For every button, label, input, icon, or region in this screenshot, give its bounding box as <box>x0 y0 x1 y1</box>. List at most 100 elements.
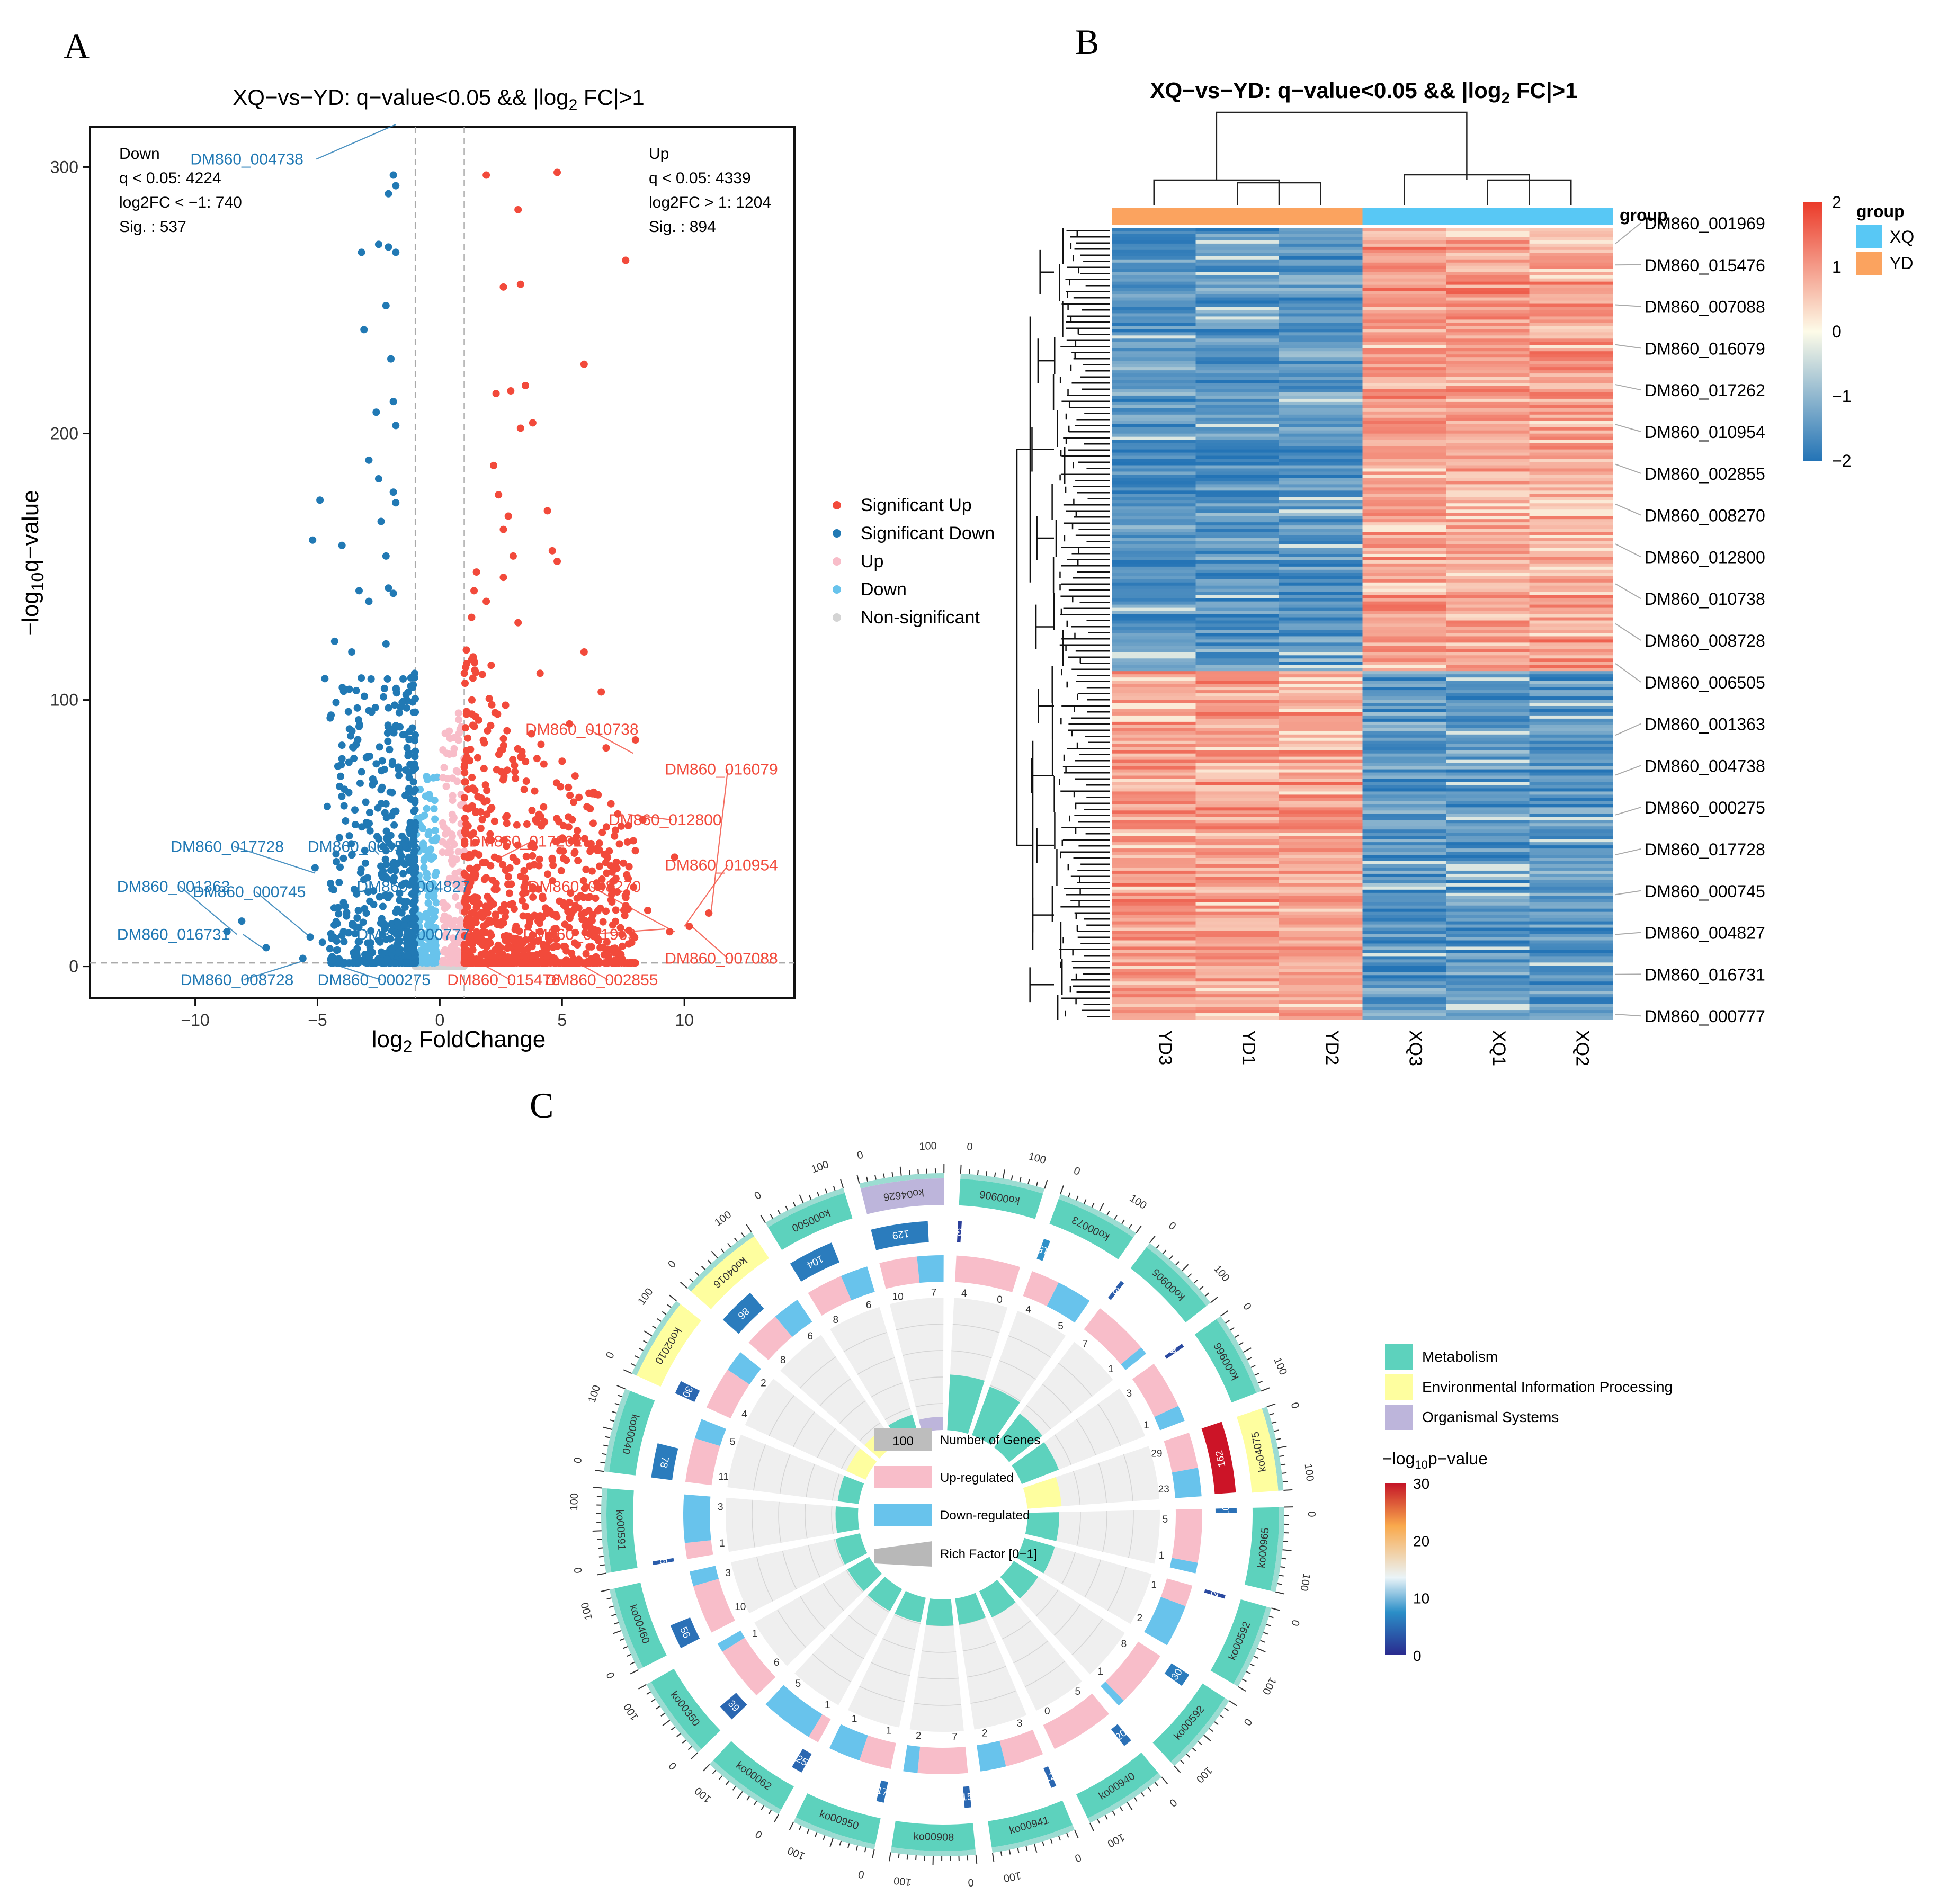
heat-cell <box>1195 367 1280 371</box>
volcano-gene-label: DM860_017262 <box>469 833 583 850</box>
down-point <box>424 831 432 839</box>
heat-cell <box>1362 712 1446 716</box>
heat-cell <box>1279 319 1363 323</box>
heat-cell <box>1529 405 1613 409</box>
heat-cell <box>1195 826 1280 830</box>
heat-cell <box>1279 883 1363 887</box>
heat-cell <box>1362 253 1446 257</box>
heat-cell <box>1446 937 1530 941</box>
heat-cell <box>1529 788 1613 792</box>
heat-cell <box>1446 611 1530 615</box>
heat-cell <box>1446 253 1530 257</box>
sig-up-point <box>515 927 523 935</box>
heat-cell <box>1279 550 1363 555</box>
sig-up-point <box>571 772 579 780</box>
sig-up-point <box>480 739 488 747</box>
heat-cell <box>1112 997 1196 1001</box>
heat-cell <box>1112 700 1196 703</box>
heat-cell <box>1362 329 1446 333</box>
heat-cell <box>1112 357 1196 361</box>
heat-cell <box>1195 671 1280 675</box>
heat-cell <box>1529 228 1613 231</box>
sig-up-point <box>552 935 560 943</box>
heat-cell <box>1112 870 1196 874</box>
heat-cell <box>1279 506 1363 510</box>
heat-cell <box>1446 1016 1530 1020</box>
heat-cell <box>1195 573 1280 577</box>
heat-cell <box>1112 377 1196 380</box>
heat-cell <box>1195 731 1280 735</box>
down-point <box>421 845 429 853</box>
down-count-label: 0 <box>997 1294 1003 1306</box>
heat-cell <box>1446 934 1530 938</box>
up-point <box>442 782 450 790</box>
heat-cell <box>1446 452 1530 457</box>
sig-up-point <box>499 574 507 582</box>
heat-cell <box>1529 414 1613 418</box>
scale-label: 0 <box>968 1876 975 1889</box>
heat-cell <box>1362 566 1446 570</box>
up-count-label: 1 <box>886 1725 892 1736</box>
sig-down-point <box>410 669 418 677</box>
heat-cell <box>1529 623 1613 628</box>
heat-cell <box>1362 1000 1446 1004</box>
heat-cell <box>1362 243 1446 247</box>
heat-cell <box>1362 740 1446 745</box>
heat-cell <box>1446 288 1530 292</box>
heat-cell <box>1446 294 1530 298</box>
heat-cell <box>1529 959 1613 963</box>
heat-cell <box>1362 994 1446 998</box>
heat-cell <box>1112 991 1196 995</box>
heat-cell <box>1362 538 1446 542</box>
sig-up-point <box>525 918 533 926</box>
heat-cell <box>1112 249 1196 254</box>
heat-cell <box>1529 693 1613 697</box>
legend-label: Non-significant <box>861 607 980 628</box>
down-point <box>423 773 431 781</box>
center-legend-label: Up-regulated <box>940 1471 1014 1485</box>
heat-cell <box>1279 715 1363 719</box>
heat-cell <box>1279 348 1363 352</box>
heat-cell <box>1362 582 1446 586</box>
sig-up-point <box>644 906 651 914</box>
sig-up-point <box>495 491 503 499</box>
heatmap-gene-label: DM860_006505 <box>1645 673 1765 692</box>
heat-cell <box>1362 573 1446 577</box>
up-count-label: 7 <box>952 1731 958 1742</box>
heat-cell <box>1195 544 1280 548</box>
heat-cell <box>1529 848 1613 852</box>
center-legend-swatch <box>874 1504 932 1526</box>
heat-cell <box>1446 601 1530 605</box>
heat-cell <box>1446 259 1530 263</box>
heat-cell <box>1446 525 1530 529</box>
sig-down-point <box>371 704 379 712</box>
heat-cell <box>1529 281 1613 285</box>
up-count-label: 8 <box>1121 1639 1127 1650</box>
heat-cell <box>1446 810 1530 814</box>
heat-cell <box>1279 332 1363 336</box>
heat-cell <box>1112 687 1196 691</box>
heat-cell <box>1279 1007 1363 1011</box>
heat-cell <box>1362 943 1446 947</box>
heat-cell <box>1195 452 1280 457</box>
heat-cell <box>1112 246 1196 251</box>
heat-cell <box>1279 424 1363 428</box>
volcano-gene-label: DM860_016079 <box>665 761 778 778</box>
heat-cell <box>1446 281 1530 285</box>
sig-up-point <box>463 896 471 904</box>
heat-cell <box>1362 522 1446 526</box>
heat-cell <box>1195 598 1280 602</box>
heat-cell <box>1112 712 1196 716</box>
down-count-label: 2 <box>1137 1613 1143 1624</box>
heat-cell <box>1362 519 1446 523</box>
heat-cell <box>1446 329 1530 333</box>
heat-cell <box>1279 779 1363 783</box>
sig-down-point <box>349 919 356 927</box>
sig-down-point <box>338 741 346 749</box>
heat-cell <box>1195 398 1280 403</box>
sig-up-point <box>598 828 606 836</box>
heat-cell <box>1279 354 1363 358</box>
heat-cell <box>1529 927 1613 932</box>
heat-cell <box>1195 430 1280 434</box>
heat-cell <box>1529 459 1613 463</box>
